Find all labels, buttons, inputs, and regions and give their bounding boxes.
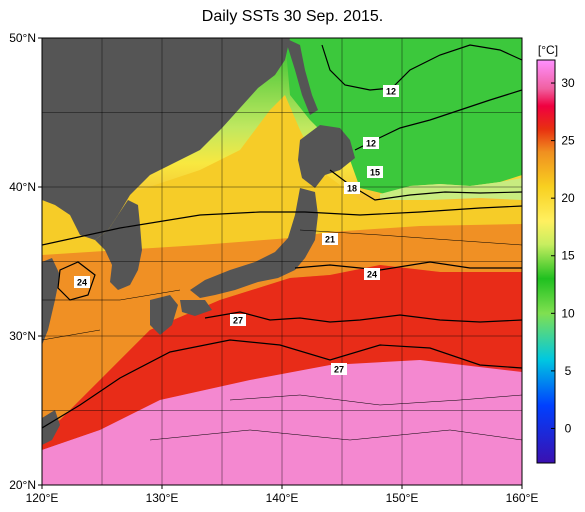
contour-line-thin [42, 229, 522, 441]
map-title: Daily SSTs 30 Sep. 2015. [201, 8, 384, 25]
contour-label-box [331, 363, 347, 375]
contour-label-box [230, 314, 246, 326]
colorbar-ticks: 30 25 20 15 10 5 0 [551, 76, 575, 435]
contour-label-text: 21 [325, 235, 335, 245]
land-taiwan [42, 410, 60, 445]
contour-label-text: 12 [386, 87, 396, 97]
contour-label: 24 [74, 276, 90, 288]
contour-label-box [367, 166, 383, 178]
land-asia [42, 38, 290, 240]
contour-label-box [363, 137, 379, 149]
contour-label: 27 [230, 314, 246, 326]
lon-label: 140°E [266, 491, 299, 505]
contour-line-24 [294, 261, 522, 271]
colorbar-tick-label: 5 [565, 364, 572, 378]
lon-label: 120°E [26, 491, 59, 505]
contour-label-text: 12 [366, 139, 376, 149]
land-shikoku [180, 300, 212, 316]
colorbar-tick-label: 0 [565, 421, 572, 435]
contour-label: 21 [322, 233, 338, 245]
colorbar-tick-label: 30 [561, 76, 575, 90]
contour-label: 15 [367, 166, 383, 178]
land-sakhalin [285, 38, 318, 115]
contour-label-text: 18 [347, 184, 357, 194]
land-korea [95, 200, 142, 290]
contour-line-21 [42, 205, 522, 246]
colorbar-tick-label: 20 [561, 191, 575, 205]
contour-label: 27 [331, 363, 347, 375]
colorbar-tick-label: 15 [561, 249, 575, 263]
graticule [42, 38, 522, 485]
contour-label-box [383, 85, 399, 97]
contour-label: 12 [383, 85, 399, 97]
latitude-labels: 50°N 40°N 30°N 20°N [9, 31, 42, 492]
contour-label-box [344, 182, 360, 194]
contour-label: 18 [344, 182, 360, 194]
cold-water-region [285, 38, 522, 194]
lon-label: 160°E [506, 491, 539, 505]
contour-label: 24 [364, 268, 380, 280]
longitude-labels: 120°E 130°E 140°E 150°E 160°E [26, 485, 539, 505]
lat-label: 20°N [9, 478, 36, 492]
contour-label-text: 27 [233, 316, 243, 326]
contour-label-box [364, 268, 380, 280]
contour-line-27-south [42, 339, 522, 429]
lon-label: 130°E [146, 491, 179, 505]
cool-water-region [380, 178, 522, 205]
lon-label: 150°E [386, 491, 419, 505]
contour-label-text: 24 [77, 278, 87, 288]
contour-labels: 12 12 15 18 21 24 24 27 27 [74, 85, 399, 375]
contour-label: 12 [363, 137, 379, 149]
contour-line-27-north [204, 311, 522, 323]
lat-label: 30°N [9, 329, 36, 343]
land-kyushu [150, 295, 178, 335]
contour-label-box [322, 233, 338, 245]
contour-line-12 [321, 44, 522, 91]
land-hokkaido [298, 125, 355, 188]
contour-label-text: 27 [334, 365, 344, 375]
colorbar-tick-label: 10 [561, 306, 575, 320]
colorbar-tick-label: 25 [561, 134, 575, 148]
lat-label: 50°N [9, 31, 36, 45]
contour-label-text: 24 [367, 270, 377, 280]
land-china-coast [42, 258, 60, 345]
lat-label: 40°N [9, 180, 36, 194]
colorbar-unit: [°C] [538, 43, 558, 57]
contour-label-box [74, 276, 90, 288]
colorbar-gradient [536, 59, 556, 464]
land-honshu [190, 188, 318, 298]
contour-label-text: 15 [370, 168, 380, 178]
contour-line-24-sea-west [57, 261, 96, 301]
colorbar: [°C] 30 25 20 15 10 5 0 [536, 43, 575, 464]
